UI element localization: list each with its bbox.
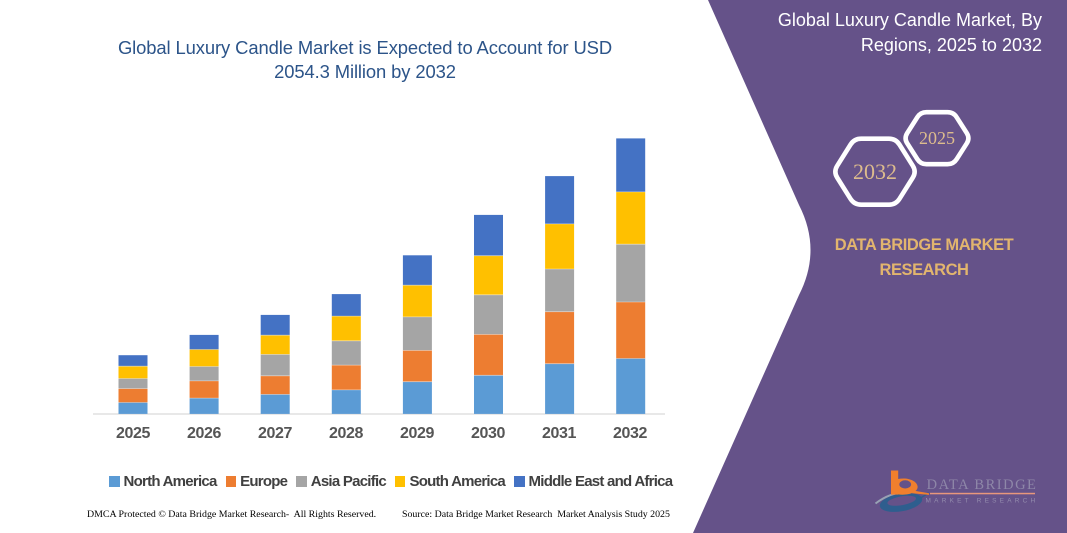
- svg-text:DATA BRIDGE: DATA BRIDGE: [927, 477, 1038, 493]
- svg-text:MARKET RESEARCH: MARKET RESEARCH: [926, 498, 1039, 505]
